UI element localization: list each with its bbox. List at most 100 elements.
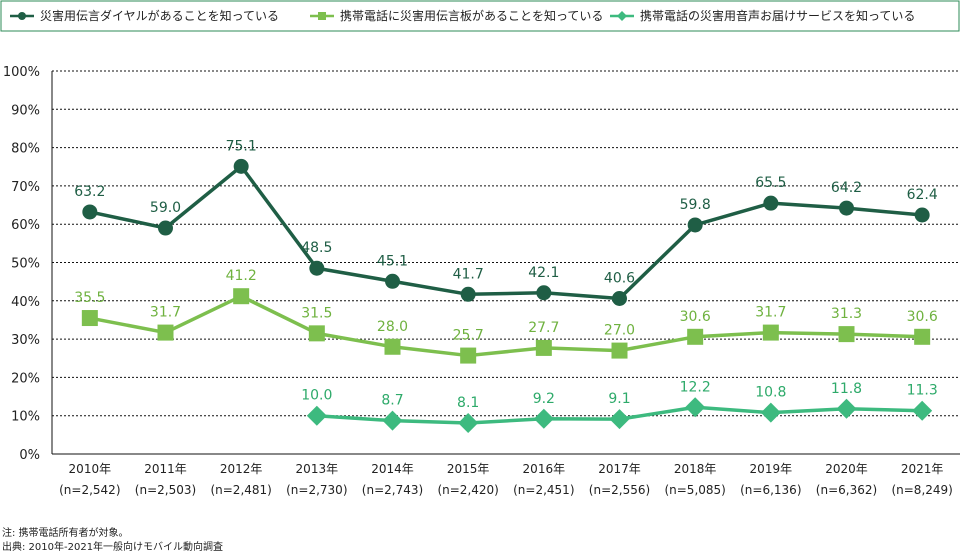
data-label: 30.6 — [907, 309, 938, 325]
x-tick-label: 2018年 — [674, 462, 717, 476]
data-point — [306, 405, 327, 426]
data-label: 35.5 — [74, 290, 105, 306]
data-point — [309, 260, 325, 276]
data-point — [612, 291, 627, 307]
data-point — [458, 412, 479, 433]
data-point — [914, 207, 930, 223]
grid — [52, 70, 960, 417]
data-point — [838, 326, 855, 343]
data-point — [385, 273, 400, 289]
legend-marker-circle — [18, 12, 26, 20]
y-tick-label: 40% — [11, 295, 40, 310]
data-label: 8.7 — [381, 393, 403, 409]
x-tick-sample-size: (n=2,481) — [210, 483, 271, 497]
x-tick-sample-size: (n=6,136) — [740, 483, 801, 497]
data-label: 9.1 — [608, 391, 630, 407]
data-point — [536, 285, 552, 301]
y-tick-label: 90% — [11, 103, 40, 118]
data-labels: 63.2 59.0 75.1 48.5 45.1 41.7 42.1 40.6 59.8 65.5… — [74, 138, 938, 411]
data-point — [914, 328, 931, 345]
x-tick-label: 2011年 — [144, 462, 187, 476]
data-point — [82, 204, 98, 220]
x-tick-sample-size: (n=2,503) — [135, 483, 196, 497]
x-tick-label: 2015年 — [447, 462, 490, 476]
y-tick-label: 30% — [11, 333, 40, 348]
data-point — [158, 220, 173, 236]
data-point — [609, 409, 630, 430]
data-label: 27.0 — [604, 323, 635, 339]
data-label: 31.7 — [150, 305, 181, 321]
footnote: 注: 携帯電話所有者が対象。 — [2, 526, 129, 539]
data-label: 63.2 — [74, 184, 105, 200]
data-point — [384, 338, 401, 355]
data-label: 30.6 — [680, 309, 711, 325]
data-point — [687, 328, 704, 345]
y-tick-label: 100% — [3, 65, 40, 80]
y-tick-label: 50% — [11, 257, 40, 272]
x-tick-label: 2016年 — [523, 462, 566, 476]
data-label: 27.7 — [528, 320, 559, 336]
data-label: 45.1 — [377, 253, 408, 269]
data-label: 59.8 — [680, 197, 711, 213]
data-point — [687, 217, 703, 233]
x-tick-sample-size: (n=2,556) — [589, 483, 650, 497]
data-point — [760, 402, 781, 423]
legend-box — [0, 0, 960, 32]
data-label: 31.3 — [831, 306, 862, 322]
series-group — [81, 158, 933, 433]
data-label: 40.6 — [604, 271, 635, 287]
data-point — [308, 325, 325, 342]
data-point — [382, 410, 403, 431]
y-tick-label: 10% — [11, 410, 40, 425]
data-point — [836, 398, 857, 419]
y-axis: 0% 10% 20% 30% 40% 50% 60% 70% 80% 90% 100% — [3, 65, 960, 463]
data-label: 65.5 — [755, 175, 786, 191]
data-label: 11.3 — [907, 383, 938, 399]
series-line-1 — [89, 164, 923, 301]
x-tick-sample-size: (n=2,730) — [286, 483, 347, 497]
data-label: 9.2 — [533, 391, 555, 407]
legend: 災害用伝言ダイヤルがあることを知っている 携帯電話に災害用伝言板があることを知って… — [10, 8, 915, 23]
data-label: 11.8 — [831, 381, 862, 397]
data-point — [157, 324, 174, 341]
data-label: 75.1 — [226, 138, 257, 154]
data-label: 41.2 — [226, 268, 257, 284]
data-label: 48.5 — [301, 240, 332, 256]
data-label: 41.7 — [453, 266, 484, 282]
data-point — [233, 158, 249, 174]
x-tick-sample-size: (n=5,085) — [664, 483, 725, 497]
y-tick-label: 0% — [19, 448, 40, 463]
data-point — [912, 400, 933, 421]
data-label: 64.2 — [831, 180, 862, 196]
data-label: 31.5 — [301, 305, 332, 321]
x-tick-label: 2012年 — [220, 462, 263, 476]
x-tick-label: 2010年 — [69, 462, 112, 476]
footnote: 出典: 2010年-2021年一般向けモバイル動向調査 — [2, 540, 223, 553]
x-tick-sample-size: (n=8,249) — [891, 483, 952, 497]
data-point — [839, 200, 854, 216]
x-axis: 2010年 (n=2,542) 2011年 (n=2,503) 2012年 (n=2,48… — [59, 462, 953, 497]
y-tick-label: 80% — [11, 142, 40, 157]
data-point — [460, 347, 477, 364]
legend-label-2: 携帯電話に災害用伝言板があることを知っている — [340, 8, 603, 23]
y-tick-label: 60% — [11, 218, 40, 233]
series-line-2 — [89, 294, 923, 358]
legend-label-1: 災害用伝言ダイヤルがあることを知っている — [40, 8, 279, 23]
data-label: 28.0 — [377, 319, 408, 335]
x-tick-label: 2021年 — [901, 462, 944, 476]
x-tick-sample-size: (n=2,542) — [59, 483, 120, 497]
data-point — [763, 195, 779, 211]
x-tick-label: 2013年 — [296, 462, 339, 476]
data-label: 12.2 — [680, 379, 711, 395]
x-tick-sample-size: (n=2,451) — [513, 483, 574, 497]
data-point — [460, 286, 476, 302]
legend-marker-diamond — [617, 11, 627, 21]
data-label: 10.8 — [755, 385, 786, 401]
data-point — [762, 324, 779, 341]
data-point — [611, 342, 628, 359]
y-tick-label: 70% — [11, 180, 40, 195]
data-label: 8.1 — [457, 395, 479, 411]
data-point — [685, 397, 706, 418]
